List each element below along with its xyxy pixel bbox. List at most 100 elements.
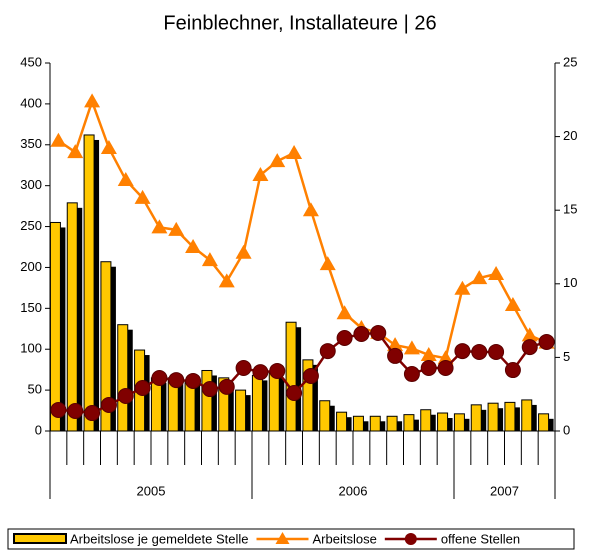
y-tick-label: 150 bbox=[20, 300, 42, 315]
bar bbox=[403, 414, 415, 432]
marker bbox=[201, 381, 218, 398]
y2-tick-label: 15 bbox=[563, 202, 577, 217]
marker bbox=[218, 378, 235, 395]
marker bbox=[269, 153, 286, 168]
marker bbox=[471, 343, 488, 360]
marker bbox=[538, 333, 555, 350]
marker bbox=[319, 256, 336, 271]
marker bbox=[50, 401, 67, 418]
bar bbox=[302, 359, 314, 432]
y2-tick-label: 10 bbox=[563, 275, 577, 290]
y-tick-label: 300 bbox=[20, 177, 42, 192]
marker bbox=[420, 359, 437, 376]
marker bbox=[84, 93, 101, 108]
marker bbox=[50, 132, 67, 147]
bar bbox=[218, 377, 230, 432]
chart-title: Feinblechner, Installateure | 26 bbox=[163, 12, 436, 34]
bar bbox=[470, 404, 482, 432]
marker bbox=[403, 340, 420, 355]
y-tick-label: 400 bbox=[20, 95, 42, 110]
marker bbox=[286, 385, 303, 402]
marker bbox=[336, 329, 353, 346]
y2-tick-label: 25 bbox=[563, 54, 577, 69]
y-tick-label: 200 bbox=[20, 259, 42, 274]
marker bbox=[117, 171, 134, 186]
marker bbox=[134, 189, 151, 204]
marker bbox=[67, 144, 84, 159]
bar bbox=[538, 413, 550, 432]
marker bbox=[168, 221, 185, 236]
bar bbox=[83, 134, 95, 432]
marker bbox=[353, 325, 370, 342]
y-tick-label: 0 bbox=[35, 422, 42, 437]
marker bbox=[84, 405, 101, 422]
y2-tick-label: 20 bbox=[563, 128, 577, 143]
bar bbox=[235, 389, 247, 432]
marker bbox=[370, 324, 387, 341]
marker bbox=[185, 239, 202, 253]
marker bbox=[387, 347, 404, 364]
bar bbox=[66, 202, 78, 432]
marker bbox=[286, 144, 303, 159]
marker bbox=[185, 372, 202, 389]
marker bbox=[488, 265, 505, 280]
bar bbox=[487, 402, 499, 432]
marker bbox=[454, 343, 471, 360]
bar bbox=[420, 409, 432, 432]
bar bbox=[336, 411, 348, 432]
bar bbox=[268, 372, 280, 432]
marker bbox=[252, 167, 269, 182]
marker bbox=[168, 372, 185, 389]
marker bbox=[302, 202, 319, 217]
bar bbox=[319, 400, 331, 432]
y-tick-label: 350 bbox=[20, 136, 42, 151]
legend-symbol bbox=[275, 532, 290, 544]
bar bbox=[521, 399, 533, 432]
y2-tick-label: 5 bbox=[563, 349, 570, 364]
marker bbox=[488, 343, 505, 360]
marker bbox=[134, 380, 151, 397]
marker bbox=[100, 140, 117, 155]
marker bbox=[471, 270, 488, 285]
marker bbox=[117, 387, 134, 404]
y-tick-label: 100 bbox=[20, 341, 42, 356]
marker bbox=[437, 359, 454, 376]
bar bbox=[453, 413, 465, 432]
bar bbox=[352, 415, 364, 432]
marker bbox=[454, 280, 471, 295]
marker bbox=[521, 339, 538, 356]
y-tick-label: 450 bbox=[20, 54, 42, 69]
marker bbox=[269, 362, 286, 379]
marker bbox=[201, 252, 218, 267]
marker bbox=[67, 402, 84, 419]
marker bbox=[302, 367, 319, 384]
marker bbox=[403, 366, 420, 383]
bar bbox=[49, 221, 61, 432]
marker bbox=[387, 337, 404, 352]
marker bbox=[235, 244, 252, 259]
marker bbox=[151, 370, 168, 387]
bar bbox=[201, 369, 213, 432]
bar bbox=[100, 261, 112, 432]
legend-symbol bbox=[13, 533, 67, 544]
marker bbox=[504, 297, 521, 312]
group-label: 2006 bbox=[339, 483, 368, 498]
marker bbox=[100, 396, 117, 413]
marker bbox=[437, 350, 454, 365]
legend-label: Arbeitslose bbox=[313, 531, 377, 546]
marker bbox=[336, 305, 353, 320]
bar bbox=[251, 374, 263, 432]
y-tick-label: 50 bbox=[28, 382, 42, 397]
bar bbox=[369, 415, 381, 432]
marker bbox=[218, 273, 235, 288]
legend-symbol bbox=[404, 533, 417, 545]
marker bbox=[252, 364, 269, 381]
y-tick-label: 250 bbox=[20, 218, 42, 233]
y2-tick-label: 0 bbox=[563, 422, 570, 437]
marker bbox=[319, 343, 336, 360]
legend-label: Arbeitslose je gemeldete Stelle bbox=[70, 531, 249, 546]
marker bbox=[420, 346, 437, 361]
marker bbox=[504, 362, 521, 379]
bar bbox=[117, 324, 129, 432]
